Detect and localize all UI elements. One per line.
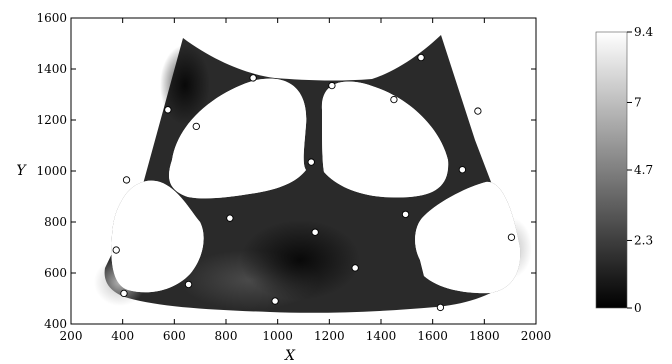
sample-point	[390, 95, 398, 104]
colorbar-tick-label: 9.4	[634, 25, 653, 39]
colorbar-gradient	[595, 31, 628, 309]
domain-shape	[104, 35, 521, 313]
colorbar-tick-label: 7	[634, 95, 642, 109]
sample-point	[122, 176, 131, 184]
colorbar: 0 2.3 4.7 7 9.4	[595, 25, 653, 315]
y-tick-label: 800	[44, 215, 67, 229]
x-tick-label: 1000	[262, 329, 293, 343]
field-map	[94, 35, 532, 313]
x-axis: 200 400 600 800 1000 1200 1400 1600 1800 2000	[60, 18, 552, 343]
domain-overlay	[111, 78, 521, 294]
sample-point	[249, 74, 257, 82]
intensity-shading	[94, 45, 532, 310]
x-tick-label: 400	[111, 329, 134, 343]
sample-points	[112, 53, 516, 312]
sample-point	[192, 122, 200, 131]
y-axis: 400 600 800 1000 1200 1400 1600	[36, 11, 536, 331]
x-tick-label: 1200	[314, 329, 345, 343]
sample-point	[307, 158, 315, 166]
sample-point	[474, 107, 482, 115]
y-tick-label: 1000	[36, 164, 67, 178]
colorbar-tick-label: 2.3	[634, 233, 653, 247]
y-tick-label: 400	[44, 317, 67, 331]
y-tick-label: 600	[44, 266, 67, 280]
sample-point	[401, 210, 410, 219]
sample-point	[417, 53, 425, 62]
sample-point	[351, 264, 359, 272]
y-tick-label: 1600	[36, 11, 67, 25]
x-tick-label: 1400	[366, 329, 397, 343]
x-tick-label: 1600	[417, 329, 448, 343]
sample-point	[311, 228, 319, 236]
sample-point	[271, 297, 279, 305]
dark-core-left-top	[160, 45, 210, 125]
y-tick-label: 1400	[36, 62, 67, 76]
sample-point	[458, 166, 467, 174]
sample-point	[164, 106, 172, 114]
x-tick-label: 600	[163, 329, 186, 343]
x-tick-label: 200	[60, 329, 83, 343]
sample-point	[184, 280, 193, 289]
sample-point	[507, 233, 516, 241]
y-axis-title: Y	[16, 163, 27, 179]
x-tick-label: 1800	[469, 329, 500, 343]
x-axis-title: X	[284, 348, 296, 364]
colorbar-tick-label: 4.7	[634, 163, 653, 177]
dark-core-center	[240, 220, 360, 300]
sample-point	[436, 303, 445, 312]
sample-point	[120, 289, 128, 298]
x-tick-label: 800	[215, 329, 238, 343]
sample-point	[112, 246, 120, 254]
sample-point	[328, 81, 336, 90]
colorbar-tick-label: 0	[634, 301, 642, 315]
colorbar-ticks: 0 2.3 4.7 7 9.4	[627, 25, 653, 315]
y-tick-label: 1200	[36, 113, 67, 127]
x-tick-label: 2000	[521, 329, 552, 343]
sample-point	[226, 214, 234, 222]
